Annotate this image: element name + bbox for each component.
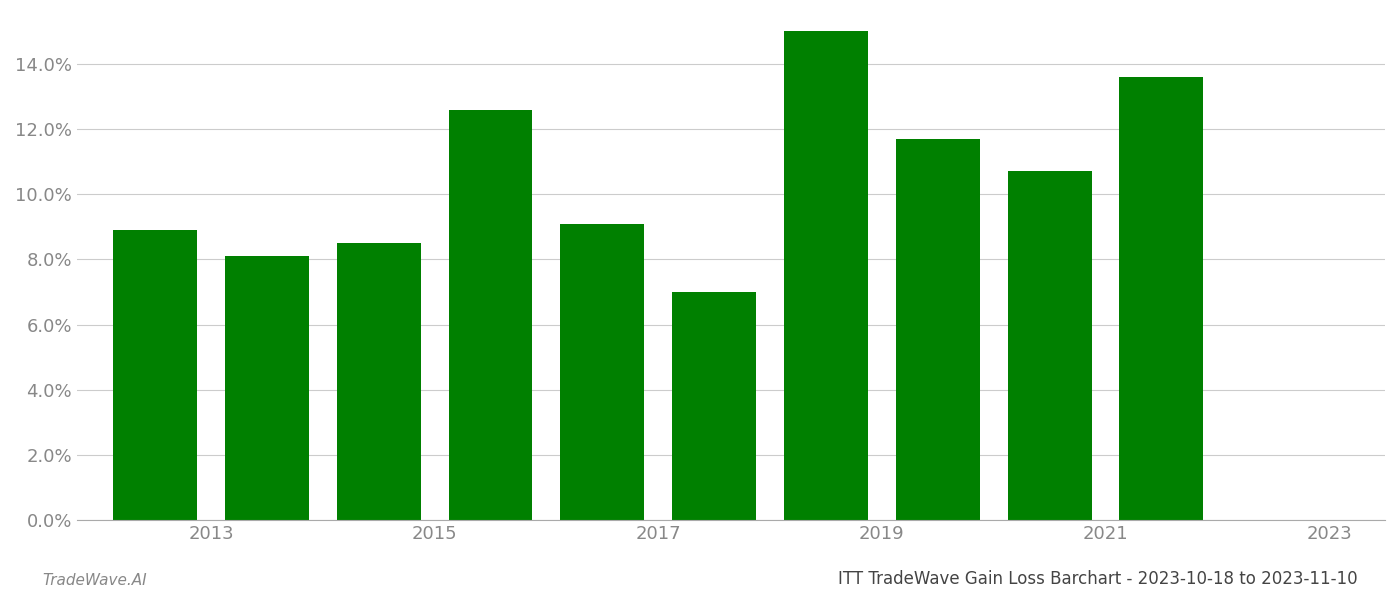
Bar	[113, 230, 197, 520]
Bar	[784, 31, 868, 520]
Bar	[1008, 172, 1092, 520]
Text: TradeWave.AI: TradeWave.AI	[42, 573, 147, 588]
Bar	[560, 224, 644, 520]
Bar	[1120, 77, 1204, 520]
Bar	[448, 110, 532, 520]
Bar	[672, 292, 756, 520]
Bar	[225, 256, 309, 520]
Text: ITT TradeWave Gain Loss Barchart - 2023-10-18 to 2023-11-10: ITT TradeWave Gain Loss Barchart - 2023-…	[839, 570, 1358, 588]
Bar	[337, 243, 420, 520]
Bar	[896, 139, 980, 520]
